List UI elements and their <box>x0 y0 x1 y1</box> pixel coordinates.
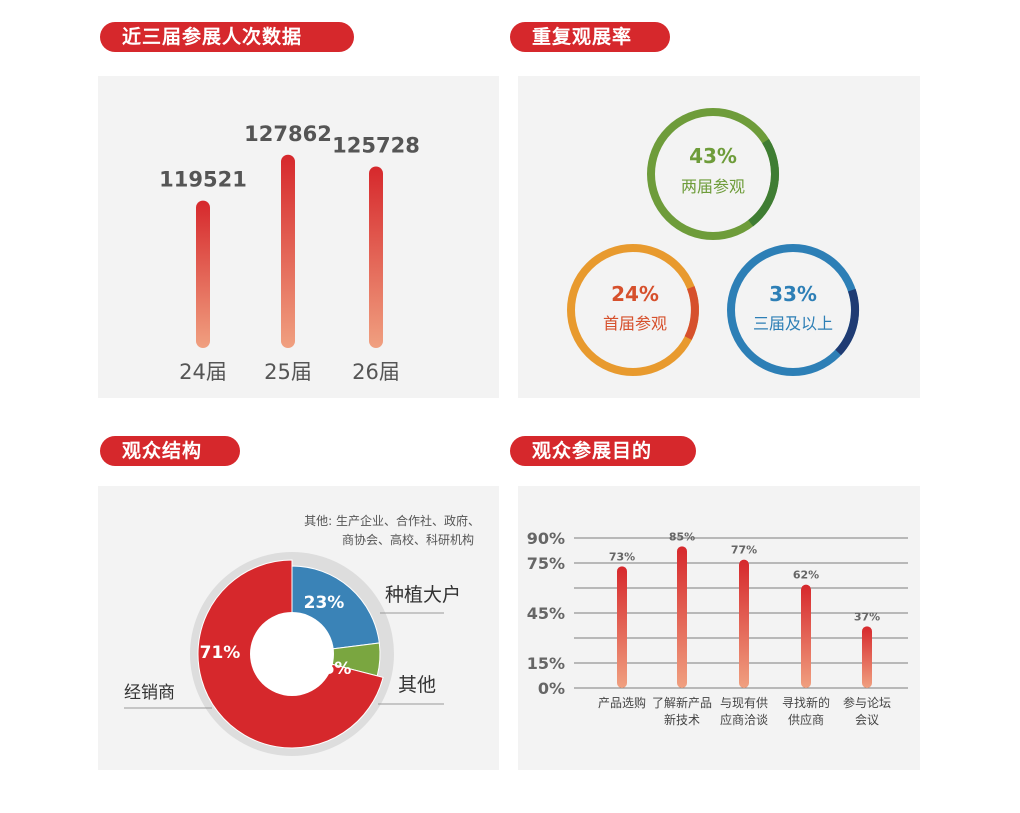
donut-percent-label: 71% <box>200 643 241 663</box>
purpose-value-label: 37% <box>854 610 880 623</box>
purpose-ytick-label: 90% <box>527 529 565 548</box>
attendance-category-label: 26届 <box>352 360 400 384</box>
attendance-bar <box>281 154 295 348</box>
section-title-audience-purpose: 观众参展目的 <box>510 436 696 466</box>
section-title-audience-structure: 观众结构 <box>100 436 240 466</box>
purpose-ytick-label: 45% <box>527 604 565 623</box>
repeat-percent-three: 33% <box>769 282 817 306</box>
attendance-category-label: 24届 <box>179 360 227 384</box>
purpose-bar <box>617 566 627 688</box>
purpose-bar <box>739 559 749 688</box>
purpose-bar <box>801 584 811 688</box>
purpose-category-label: 了解新产品 <box>652 695 712 710</box>
slice-name-growers: 种植大户 <box>385 584 461 606</box>
purpose-value-label: 85% <box>669 530 695 543</box>
repeat-percent-two: 43% <box>689 144 737 168</box>
purpose-category-label-line2: 供应商 <box>788 712 824 727</box>
donut-hole <box>250 612 334 696</box>
purpose-bar <box>862 626 872 688</box>
slice-name-other: 其他 <box>398 674 436 696</box>
purpose-category-label-line2: 会议 <box>855 713 879 727</box>
repeat-chart: 43% 两届参观 24% 首届参观 33% 三届及以上 <box>567 108 860 376</box>
purpose-ytick-label: 0% <box>538 679 565 698</box>
repeat-panel: 43% 两届参观 24% 首届参观 33% 三届及以上 <box>518 76 920 398</box>
slice-name-dealer: 经销商 <box>124 683 175 703</box>
attendance-value-label: 119521 <box>159 168 247 192</box>
structure-chart: 其他: 生产企业、合作社、政府、 商协会、高校、科研机构 71%23%6% 种植… <box>124 513 480 756</box>
attendance-category-label: 25届 <box>264 360 312 384</box>
circle-three-plus: 33% 三届及以上 <box>727 244 860 376</box>
attendance-value-label: 127862 <box>244 122 332 146</box>
purpose-value-label: 77% <box>731 544 757 557</box>
repeat-percent-first: 24% <box>611 282 659 306</box>
purpose-category-label: 产品选购 <box>598 695 646 710</box>
purpose-category-label: 参与论坛 <box>843 695 891 710</box>
repeat-label-three: 三届及以上 <box>753 314 833 333</box>
structure-note-line1: 其他: 生产企业、合作社、政府、 <box>304 513 480 528</box>
purpose-bar <box>677 546 687 688</box>
section-title-repeat-rate: 重复观展率 <box>510 22 670 52</box>
purpose-value-label: 62% <box>793 569 819 582</box>
attendance-value-label: 125728 <box>332 133 420 157</box>
purpose-category-label: 与现有供 <box>720 696 768 710</box>
donut-percent-label: 23% <box>304 593 345 613</box>
repeat-label-two: 两届参观 <box>681 177 745 196</box>
purpose-value-label: 73% <box>609 550 635 563</box>
purpose-ytick-label: 15% <box>527 654 565 673</box>
purpose-category-label-line2: 应商洽谈 <box>720 712 768 727</box>
attendance-bar <box>196 200 210 348</box>
attendance-chart: 119521 24届 127862 25届 125728 26届 <box>159 122 420 384</box>
purpose-ytick-label: 75% <box>527 554 565 573</box>
purpose-category-label: 寻找新的 <box>782 695 830 710</box>
structure-panel: 其他: 生产企业、合作社、政府、 商协会、高校、科研机构 71% 23% 6% 种植… <box>98 486 499 770</box>
attendance-panel: 119521 24届 127862 25届 125728 26届 <box>98 76 499 398</box>
circle-two-times: 43% 两届参观 <box>647 108 779 240</box>
attendance-bar <box>369 166 383 348</box>
section-title-attendance: 近三届参展人次数据 <box>100 22 354 52</box>
repeat-label-first: 首届参观 <box>603 314 667 333</box>
purpose-panel: 90% 75% 45% 15% 0% 73% 产品选购 85% 了解新产品新技术 77% 与现有供… <box>518 486 920 770</box>
circle-first-time: 24% 首届参观 <box>567 244 699 376</box>
purpose-category-label-line2: 新技术 <box>664 712 700 727</box>
structure-note-line2: 商协会、高校、科研机构 <box>342 532 474 547</box>
